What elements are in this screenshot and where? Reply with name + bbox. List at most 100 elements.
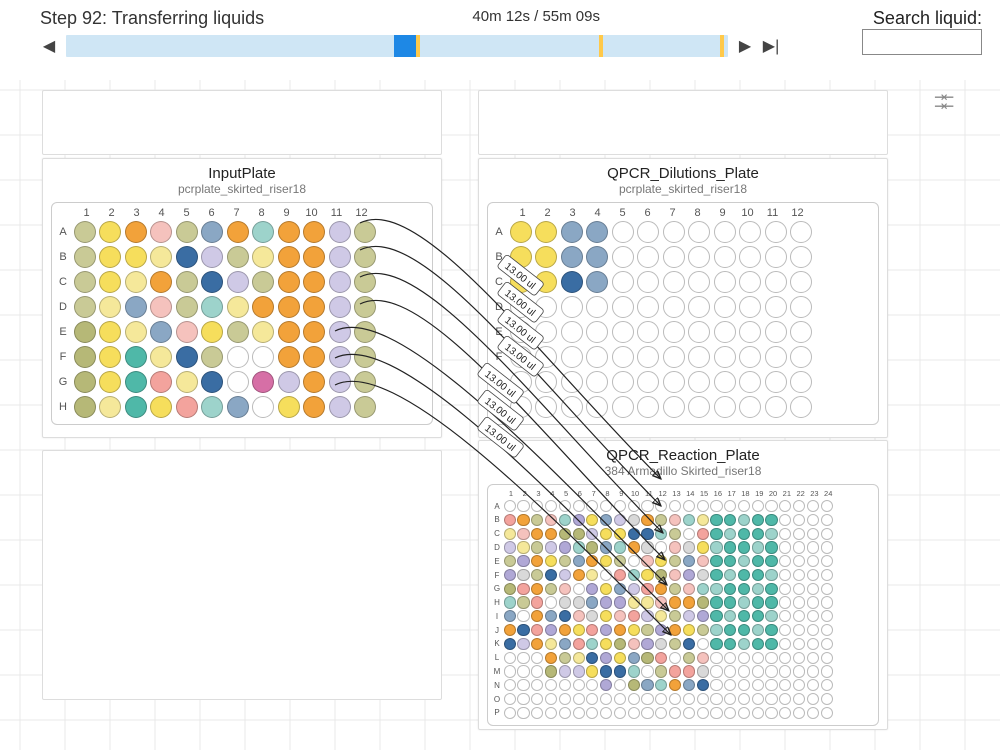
well[interactable] bbox=[697, 500, 709, 512]
well[interactable] bbox=[669, 569, 681, 581]
well[interactable] bbox=[714, 396, 736, 418]
well[interactable] bbox=[683, 596, 695, 608]
well[interactable] bbox=[586, 583, 598, 595]
well[interactable] bbox=[710, 707, 722, 719]
well[interactable] bbox=[600, 707, 612, 719]
collapse-icon[interactable]: →←→← bbox=[934, 92, 952, 110]
well[interactable] bbox=[765, 693, 777, 705]
well[interactable] bbox=[510, 271, 532, 293]
well[interactable] bbox=[739, 346, 761, 368]
well[interactable] bbox=[688, 246, 710, 268]
well[interactable] bbox=[535, 221, 557, 243]
well[interactable] bbox=[545, 679, 557, 691]
well[interactable] bbox=[752, 638, 764, 650]
search-input[interactable] bbox=[862, 29, 982, 55]
well[interactable] bbox=[150, 246, 172, 268]
well[interactable] bbox=[303, 321, 325, 343]
well[interactable] bbox=[628, 665, 640, 677]
well[interactable] bbox=[765, 221, 787, 243]
well[interactable] bbox=[99, 296, 121, 318]
well[interactable] bbox=[504, 541, 516, 553]
well[interactable] bbox=[724, 555, 736, 567]
well[interactable] bbox=[586, 569, 598, 581]
well[interactable] bbox=[655, 679, 667, 691]
well[interactable] bbox=[752, 514, 764, 526]
well[interactable] bbox=[531, 528, 543, 540]
well[interactable] bbox=[614, 610, 626, 622]
well[interactable] bbox=[278, 271, 300, 293]
well[interactable] bbox=[176, 396, 198, 418]
well[interactable] bbox=[807, 596, 819, 608]
well[interactable] bbox=[790, 396, 812, 418]
well[interactable] bbox=[683, 665, 695, 677]
well[interactable] bbox=[807, 693, 819, 705]
well[interactable] bbox=[641, 624, 653, 636]
well[interactable] bbox=[697, 555, 709, 567]
well[interactable] bbox=[807, 707, 819, 719]
well[interactable] bbox=[663, 296, 685, 318]
well[interactable] bbox=[535, 271, 557, 293]
well[interactable] bbox=[807, 541, 819, 553]
well[interactable] bbox=[655, 638, 667, 650]
well[interactable] bbox=[278, 321, 300, 343]
well[interactable] bbox=[559, 528, 571, 540]
well[interactable] bbox=[252, 221, 274, 243]
well[interactable] bbox=[779, 624, 791, 636]
well[interactable] bbox=[303, 221, 325, 243]
well[interactable] bbox=[807, 652, 819, 664]
well[interactable] bbox=[779, 514, 791, 526]
well[interactable] bbox=[329, 371, 351, 393]
well[interactable] bbox=[517, 707, 529, 719]
well[interactable] bbox=[739, 321, 761, 343]
well[interactable] bbox=[821, 610, 833, 622]
well[interactable] bbox=[765, 271, 787, 293]
well[interactable] bbox=[752, 569, 764, 581]
well[interactable] bbox=[573, 514, 585, 526]
well[interactable] bbox=[655, 652, 667, 664]
well[interactable] bbox=[510, 296, 532, 318]
well[interactable] bbox=[559, 679, 571, 691]
well[interactable] bbox=[641, 665, 653, 677]
well[interactable] bbox=[561, 221, 583, 243]
well[interactable] bbox=[793, 652, 805, 664]
well[interactable] bbox=[738, 652, 750, 664]
well[interactable] bbox=[739, 221, 761, 243]
well[interactable] bbox=[531, 665, 543, 677]
well[interactable] bbox=[821, 500, 833, 512]
well[interactable] bbox=[559, 541, 571, 553]
well[interactable] bbox=[504, 514, 516, 526]
well[interactable] bbox=[600, 665, 612, 677]
well[interactable] bbox=[517, 555, 529, 567]
plate-wells[interactable]: 123456789101112131415161718192021222324A… bbox=[487, 484, 879, 726]
well[interactable] bbox=[779, 652, 791, 664]
well[interactable] bbox=[329, 246, 351, 268]
well[interactable] bbox=[573, 638, 585, 650]
well[interactable] bbox=[545, 596, 557, 608]
well[interactable] bbox=[614, 679, 626, 691]
well[interactable] bbox=[710, 569, 722, 581]
well[interactable] bbox=[752, 707, 764, 719]
well[interactable] bbox=[641, 679, 653, 691]
well[interactable] bbox=[752, 596, 764, 608]
well[interactable] bbox=[531, 638, 543, 650]
well[interactable] bbox=[738, 665, 750, 677]
well[interactable] bbox=[738, 555, 750, 567]
well[interactable] bbox=[697, 541, 709, 553]
well[interactable] bbox=[517, 596, 529, 608]
well[interactable] bbox=[504, 569, 516, 581]
well[interactable] bbox=[303, 246, 325, 268]
well[interactable] bbox=[655, 596, 667, 608]
well[interactable] bbox=[765, 583, 777, 595]
well[interactable] bbox=[807, 624, 819, 636]
well[interactable] bbox=[669, 610, 681, 622]
well[interactable] bbox=[573, 528, 585, 540]
well[interactable] bbox=[637, 346, 659, 368]
well[interactable] bbox=[99, 371, 121, 393]
well[interactable] bbox=[683, 652, 695, 664]
well[interactable] bbox=[724, 624, 736, 636]
well[interactable] bbox=[303, 346, 325, 368]
well[interactable] bbox=[600, 693, 612, 705]
well[interactable] bbox=[710, 500, 722, 512]
well[interactable] bbox=[669, 638, 681, 650]
well[interactable] bbox=[573, 693, 585, 705]
